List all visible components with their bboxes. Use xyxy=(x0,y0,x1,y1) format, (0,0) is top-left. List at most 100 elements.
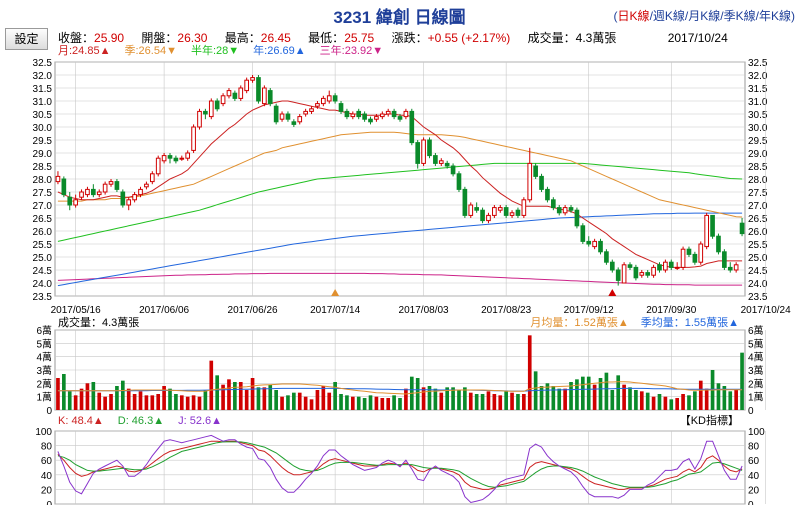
volume-bar xyxy=(303,396,308,410)
volume-bar xyxy=(356,396,361,410)
volume-bar xyxy=(386,398,391,410)
volume-bar xyxy=(368,395,373,410)
price-y-tick-right: 32.0 xyxy=(748,71,768,82)
volume-y-tick-left: 3萬 xyxy=(36,364,52,377)
price-y-tick-right: 24.5 xyxy=(748,266,768,277)
volume-bar xyxy=(233,382,237,410)
volume-bar xyxy=(492,394,497,410)
candle-body xyxy=(533,165,538,177)
settings-button[interactable]: 設定 xyxy=(5,28,48,50)
kd-legend-0: K: 48.4▲ xyxy=(58,415,104,427)
price-y-tick-left: 31.5 xyxy=(33,84,53,95)
kd-series-d-line xyxy=(57,441,743,488)
volume-bar xyxy=(238,382,243,410)
volume-bar xyxy=(115,386,119,410)
kd-y-tick-left: 100 xyxy=(35,427,52,438)
price-y-tick-left: 32.0 xyxy=(33,71,53,82)
volume-bar xyxy=(675,398,680,410)
price-y-tick-left: 26.5 xyxy=(33,214,53,225)
price-y-tick-left: 30.5 xyxy=(33,110,53,121)
volume-bar xyxy=(740,352,744,410)
volume-bar xyxy=(392,395,396,410)
volume-bar xyxy=(280,396,284,410)
candle-body xyxy=(91,188,96,196)
candle-body xyxy=(138,188,143,196)
kd-y-tick-left: 40 xyxy=(41,471,53,482)
volume-bar xyxy=(103,396,107,410)
period-link-week[interactable]: 週K線 xyxy=(652,9,685,23)
kd-legend-2: J: 52.6▲ xyxy=(178,415,222,427)
price-y-tick-right: 27.0 xyxy=(748,201,768,212)
price-y-tick-right: 24.0 xyxy=(748,279,768,290)
volume-bar xyxy=(592,384,597,410)
volume-bar xyxy=(698,380,703,410)
candle-body xyxy=(415,142,421,164)
kd-title: 【KD指標】 xyxy=(680,413,739,427)
candle-body xyxy=(391,110,397,118)
price-x-tick: 2017/05/16 xyxy=(51,305,101,316)
volume-bar xyxy=(616,375,621,410)
candle-body xyxy=(85,188,90,196)
period-link-month[interactable]: 月K線 xyxy=(688,9,721,23)
volume-bar xyxy=(421,387,426,410)
volume-bar xyxy=(610,390,615,410)
volume-bar xyxy=(722,386,727,410)
price-y-tick-left: 24.5 xyxy=(33,266,53,277)
candle-body xyxy=(220,95,226,105)
price-y-tick-right: 29.5 xyxy=(748,136,768,147)
volume-bar xyxy=(250,378,255,410)
quote-row: 收盤：25.90 開盤：26.30 最高：26.45 最低：25.75 漲跌：+… xyxy=(58,29,728,46)
price-y-tick-left: 30.0 xyxy=(33,123,53,134)
ma-cross-marker xyxy=(331,289,340,296)
candle-body xyxy=(456,173,462,190)
candle-body xyxy=(621,264,627,284)
volume-bar xyxy=(427,386,432,410)
volume-bar xyxy=(339,394,343,410)
candle-body xyxy=(114,181,120,190)
volume-bar xyxy=(321,386,326,410)
period-link-year[interactable]: 年K線 xyxy=(758,9,791,23)
period-link-season[interactable]: 季K線 xyxy=(723,9,756,23)
volume-bar xyxy=(268,384,273,410)
volume-bar xyxy=(56,378,60,410)
candle-body xyxy=(267,90,273,105)
price-y-tick-left: 29.0 xyxy=(33,149,53,160)
volume-bar xyxy=(215,375,220,410)
volume-y-tick-left: 5萬 xyxy=(36,337,52,350)
price-x-tick: 2017/06/06 xyxy=(139,305,189,316)
volume-bar xyxy=(498,395,503,410)
close-bracket: ) xyxy=(791,9,795,23)
volume-y-tick-left: 1萬 xyxy=(36,391,52,404)
price-ma-legend-3: 年:26.69▲ xyxy=(253,43,305,57)
volume-value: 4.3萬張 xyxy=(575,31,617,45)
period-link-day[interactable]: 日K線 xyxy=(617,9,650,23)
volume-bar xyxy=(704,388,709,410)
open-label: 開盤： xyxy=(141,31,178,45)
candle-body xyxy=(633,266,639,279)
candle-body xyxy=(79,191,84,198)
candle-body xyxy=(332,95,338,102)
candle-body xyxy=(545,188,550,201)
kd-y-tick-right: 100 xyxy=(748,427,765,438)
candle-body xyxy=(609,261,615,271)
volume-bar xyxy=(185,396,190,410)
candle-body xyxy=(651,266,656,276)
candle-body xyxy=(668,261,674,268)
candle-body xyxy=(309,108,314,112)
volume-bar xyxy=(209,360,214,410)
volume-bar xyxy=(244,390,249,410)
price-y-tick-right: 31.0 xyxy=(748,97,768,108)
candle-body xyxy=(586,240,592,245)
candle-body xyxy=(55,175,61,183)
volume-bar xyxy=(79,388,84,410)
volume-bar xyxy=(516,394,520,410)
price-x-tick: 2017/09/12 xyxy=(564,305,614,316)
candle-body xyxy=(639,272,645,276)
candle-body xyxy=(657,264,662,271)
volume-bar xyxy=(327,392,332,410)
candle-body xyxy=(244,79,249,92)
ma-cross-marker xyxy=(608,289,617,296)
volume-bar xyxy=(144,395,149,410)
candle-body xyxy=(692,253,698,263)
